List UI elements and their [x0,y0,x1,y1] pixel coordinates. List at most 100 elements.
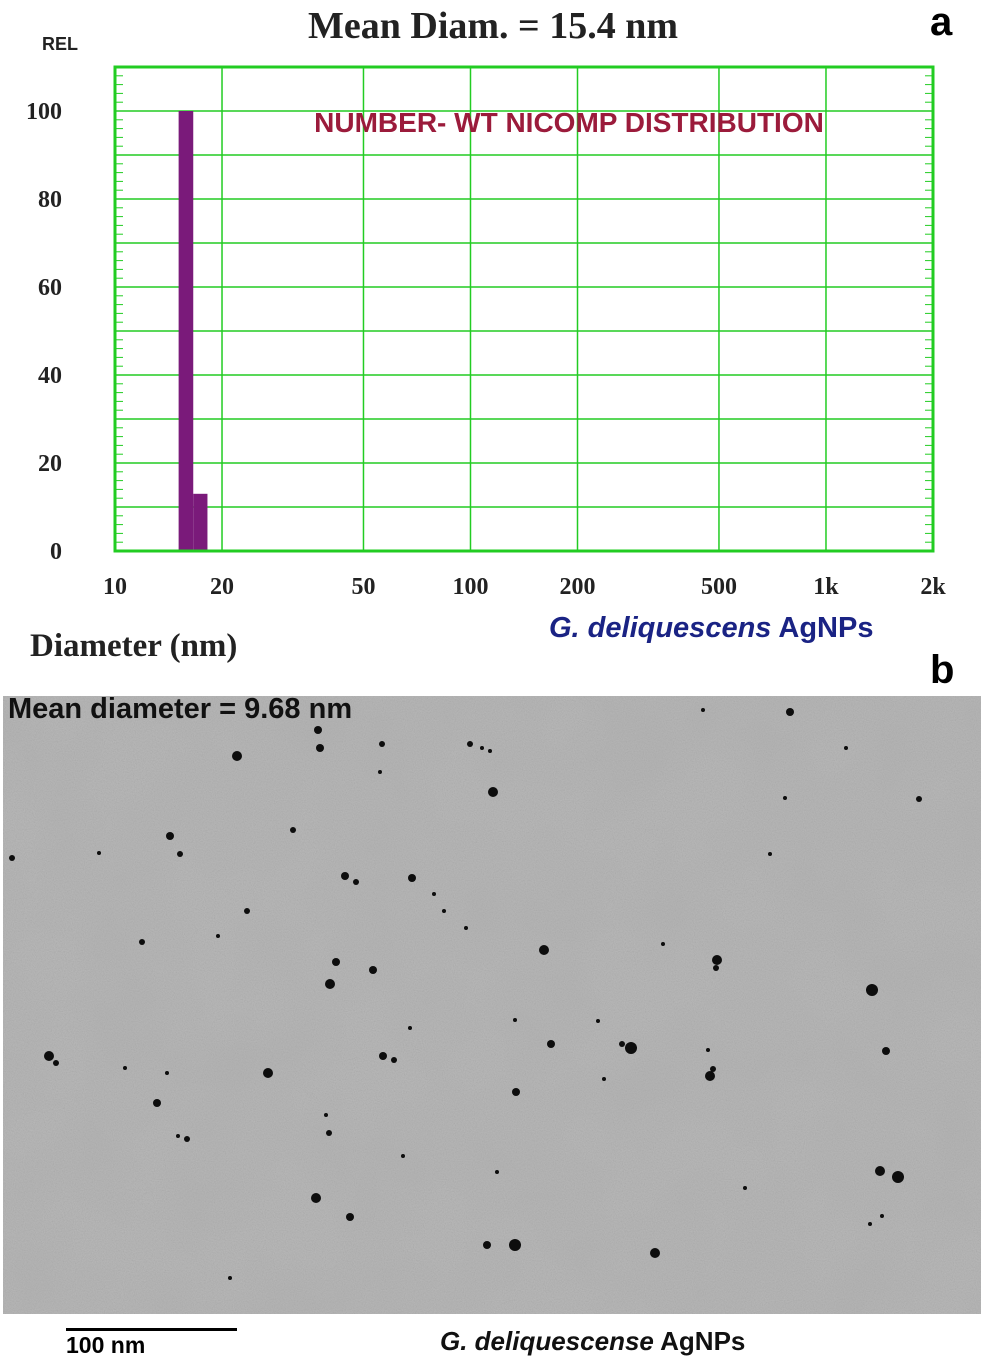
nanoparticle [488,749,492,753]
nanoparticle [341,872,349,880]
nanoparticle [166,832,174,840]
nanoparticle [705,1071,715,1081]
x-axis-label: Diameter (nm) [30,628,238,664]
nanoparticle [97,851,101,855]
nanoparticle [712,955,722,965]
nanoparticle [625,1042,637,1054]
nanoparticle [880,1214,884,1218]
x-tick-label: 20 [210,574,234,600]
nanoparticle [783,796,787,800]
panel-label-a: a [930,0,953,44]
caption-a: G. deliquescens AgNPs [549,612,873,645]
nanoparticle [346,1213,354,1221]
x-tick-label: 10 [103,574,127,600]
nanoparticle [701,708,705,712]
nanoparticle [139,939,145,945]
nanoparticle [480,746,484,750]
x-tick-label: 1k [813,574,839,600]
nanoparticle [228,1276,232,1280]
nanoparticle [786,708,794,716]
chart-title: Mean Diam. = 15.4 nm [308,5,678,47]
nanoparticle [326,1130,332,1136]
tem-mean-diameter: Mean diameter = 9.68 nm [8,693,353,725]
y-tick-label: 0 [50,539,62,565]
nanoparticle [743,1186,747,1190]
histogram-bar [193,493,208,551]
nanoparticle [868,1222,872,1226]
y-axis-label: REL [42,34,78,54]
nanoparticle [216,934,220,938]
bar-layer [178,111,208,551]
nanoparticle [661,942,665,946]
caption-b: G. deliquescense AgNPs [440,1326,745,1357]
nanoparticle [9,855,15,861]
caption-b-species: G. deliquescense [440,1326,654,1356]
nanoparticle [176,1134,180,1138]
nanoparticle [547,1040,555,1048]
nanoparticle [619,1041,625,1047]
y-tick-label: 40 [38,363,62,389]
nanoparticle [509,1239,521,1251]
x-tick-label: 100 [452,574,488,600]
nanoparticle [483,1241,491,1249]
nanoparticle [153,1099,161,1107]
nanoparticle [353,879,359,885]
nanoparticle [244,908,250,914]
nanoparticle [495,1170,499,1174]
nanoparticle [713,965,719,971]
y-tick-label: 100 [26,99,62,125]
caption-a-suffix: AgNPs [771,612,874,644]
x-tick-label: 200 [560,574,596,600]
y-tick-label: 60 [38,275,62,301]
nanoparticle [44,1051,54,1061]
scale-bar [66,1328,237,1331]
nanoparticle [165,1071,169,1075]
nanoparticle [882,1047,890,1055]
nanoparticle [488,787,498,797]
plot-frame [113,65,935,553]
caption-a-species: G. deliquescens [549,612,772,644]
nanoparticle [710,1066,716,1072]
grid-layer [115,67,933,551]
tem-micrograph [3,696,981,1314]
distribution-title: NUMBER- WT NICOMP DISTRIBUTION [314,107,824,138]
nanoparticle [177,851,183,857]
nanoparticle [232,751,242,761]
nanoparticle [314,726,322,734]
nanoparticles [9,708,922,1280]
panel-label-b: b [930,648,955,692]
nanoparticle [324,1113,328,1117]
nanoparticle [844,746,848,750]
nanoparticle [892,1171,904,1183]
y-tick-label: 20 [38,451,62,477]
nanoparticle [596,1019,600,1023]
histogram-bar [178,111,194,551]
x-tick-label: 50 [351,574,375,600]
nanoparticle [408,874,416,882]
nanoparticle [379,741,385,747]
nanoparticle [408,1026,412,1030]
y-tick-label: 80 [38,187,62,213]
nanoparticle [866,984,878,996]
nanoparticle [332,958,340,966]
nanoparticle [464,926,468,930]
nanoparticle [263,1068,273,1078]
nanoparticle [184,1136,190,1142]
nanoparticle [325,979,335,989]
panel-b: Mean diameter = 9.68 nm 100 nm G. deliqu… [0,693,986,1361]
nanoparticle [706,1048,710,1052]
nanoparticle [123,1066,127,1070]
chart-plot: 10 20 50 100 200 500 1k 2k 0 20 40 60 80 100 NUMBER-… [26,65,946,600]
nanoparticle [768,852,772,856]
nanoparticle [467,741,473,747]
nanoparticle [290,827,296,833]
y-tick-labels: 0 20 40 60 80 100 [26,99,62,565]
nanoparticle [369,966,377,974]
nanoparticle [512,1088,520,1096]
nanoparticle [650,1248,660,1258]
nanoparticle [379,1052,387,1060]
nanoparticle [442,909,446,913]
caption-b-suffix: AgNPs [653,1326,746,1356]
nanoparticle [539,945,549,955]
x-tick-label: 2k [920,574,946,600]
